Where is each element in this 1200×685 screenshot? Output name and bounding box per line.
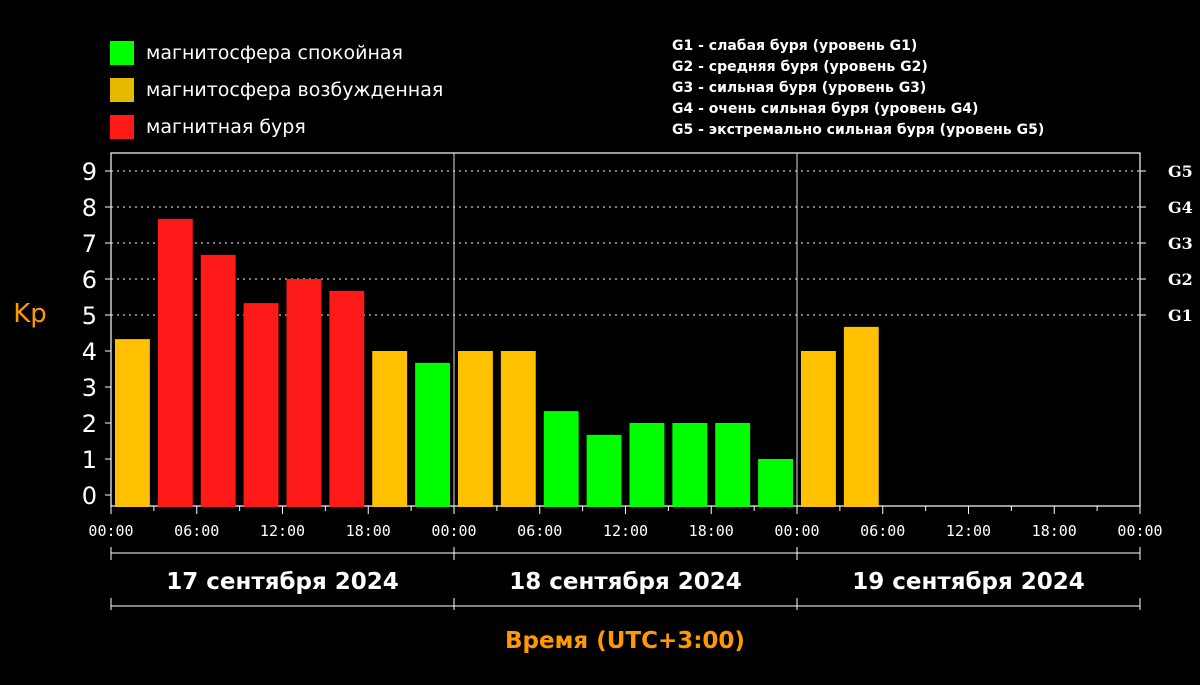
storm-level-tick-label: G1 xyxy=(1168,306,1193,325)
storm-level-g5: G5 - экстремально сильная буря (уровень … xyxy=(672,122,1045,138)
kp-bar xyxy=(157,218,193,507)
storm-level-g2: G2 - средняя буря (уровень G2) xyxy=(672,59,928,75)
x-tick-label: 00:00 xyxy=(88,522,133,540)
x-tick-label: 00:00 xyxy=(431,522,476,540)
kp-bar xyxy=(586,434,622,507)
kp-bar xyxy=(843,326,879,507)
storm-level-g1: G1 - слабая буря (уровень G1) xyxy=(672,38,918,54)
legend-label-quiet: магнитосфера спокойная xyxy=(146,41,403,64)
storm-level-tick-label: G5 xyxy=(1168,162,1193,181)
storm-level-g4: G4 - очень сильная буря (уровень G4) xyxy=(672,101,979,117)
legend-label-storm: магнитная буря xyxy=(146,115,306,138)
storm-level-g3: G3 - сильная буря (уровень G3) xyxy=(672,80,927,96)
y-tick-label: 1 xyxy=(82,446,97,474)
day-label: 19 сентября 2024 xyxy=(852,569,1085,595)
kp-bar xyxy=(629,423,665,507)
legend-swatch-quiet xyxy=(110,40,134,65)
y-tick-label: 6 xyxy=(82,266,97,294)
x-tick-label: 12:00 xyxy=(260,522,305,540)
storm-level-tick-label: G2 xyxy=(1168,270,1193,289)
y-tick-label: 7 xyxy=(82,230,97,258)
x-tick-label: 12:00 xyxy=(603,522,648,540)
x-tick-label: 18:00 xyxy=(346,522,391,540)
legend-swatch-storm xyxy=(110,114,134,139)
x-tick-label: 06:00 xyxy=(174,522,219,540)
x-tick-label: 00:00 xyxy=(1117,522,1162,540)
legend-item-quiet: магнитосфера спокойная xyxy=(110,34,443,71)
kp-bar xyxy=(200,254,236,507)
x-tick-label: 00:00 xyxy=(774,522,819,540)
kp-bar xyxy=(372,351,408,507)
x-tick-label: 06:00 xyxy=(860,522,905,540)
y-tick-label: 5 xyxy=(82,302,97,330)
kp-bar xyxy=(415,362,450,507)
y-tick-label: 2 xyxy=(82,410,97,438)
kp-bar xyxy=(243,303,279,507)
legend-swatch-active xyxy=(110,77,134,102)
kp-bar xyxy=(500,351,536,507)
kp-bar xyxy=(543,411,579,507)
kp-bar xyxy=(115,339,150,507)
kp-bar xyxy=(458,351,493,507)
storm-level-tick-label: G4 xyxy=(1168,198,1193,217)
legend-label-active: магнитосфера возбужденная xyxy=(146,78,444,101)
y-tick-label: 3 xyxy=(82,374,97,402)
y-axis-title: Kp xyxy=(13,299,47,329)
storm-level-legend: G1 - слабая буря (уровень G1) G2 - средн… xyxy=(672,36,1044,141)
day-label: 17 сентября 2024 xyxy=(166,569,399,595)
x-tick-label: 18:00 xyxy=(1032,522,1077,540)
kp-bar xyxy=(672,423,708,507)
y-tick-label: 8 xyxy=(82,194,97,222)
x-tick-label: 12:00 xyxy=(946,522,991,540)
legend-item-storm: магнитная буря xyxy=(110,108,443,145)
legend: магнитосфера спокойная магнитосфера возб… xyxy=(110,34,443,145)
kp-bar xyxy=(329,290,365,507)
kp-bar xyxy=(758,459,793,507)
x-tick-label: 18:00 xyxy=(689,522,734,540)
kp-bar xyxy=(286,279,322,507)
day-label: 18 сентября 2024 xyxy=(509,569,742,595)
x-axis-title: Время (UTC+3:00) xyxy=(505,628,745,654)
y-tick-label: 9 xyxy=(82,158,97,186)
legend-item-active: магнитосфера возбужденная xyxy=(110,71,443,108)
y-tick-label: 4 xyxy=(82,338,97,366)
kp-bar xyxy=(801,351,836,507)
kp-bar xyxy=(715,423,751,507)
y-tick-label: 0 xyxy=(82,482,97,510)
storm-level-tick-label: G3 xyxy=(1168,234,1193,253)
x-tick-label: 06:00 xyxy=(517,522,562,540)
